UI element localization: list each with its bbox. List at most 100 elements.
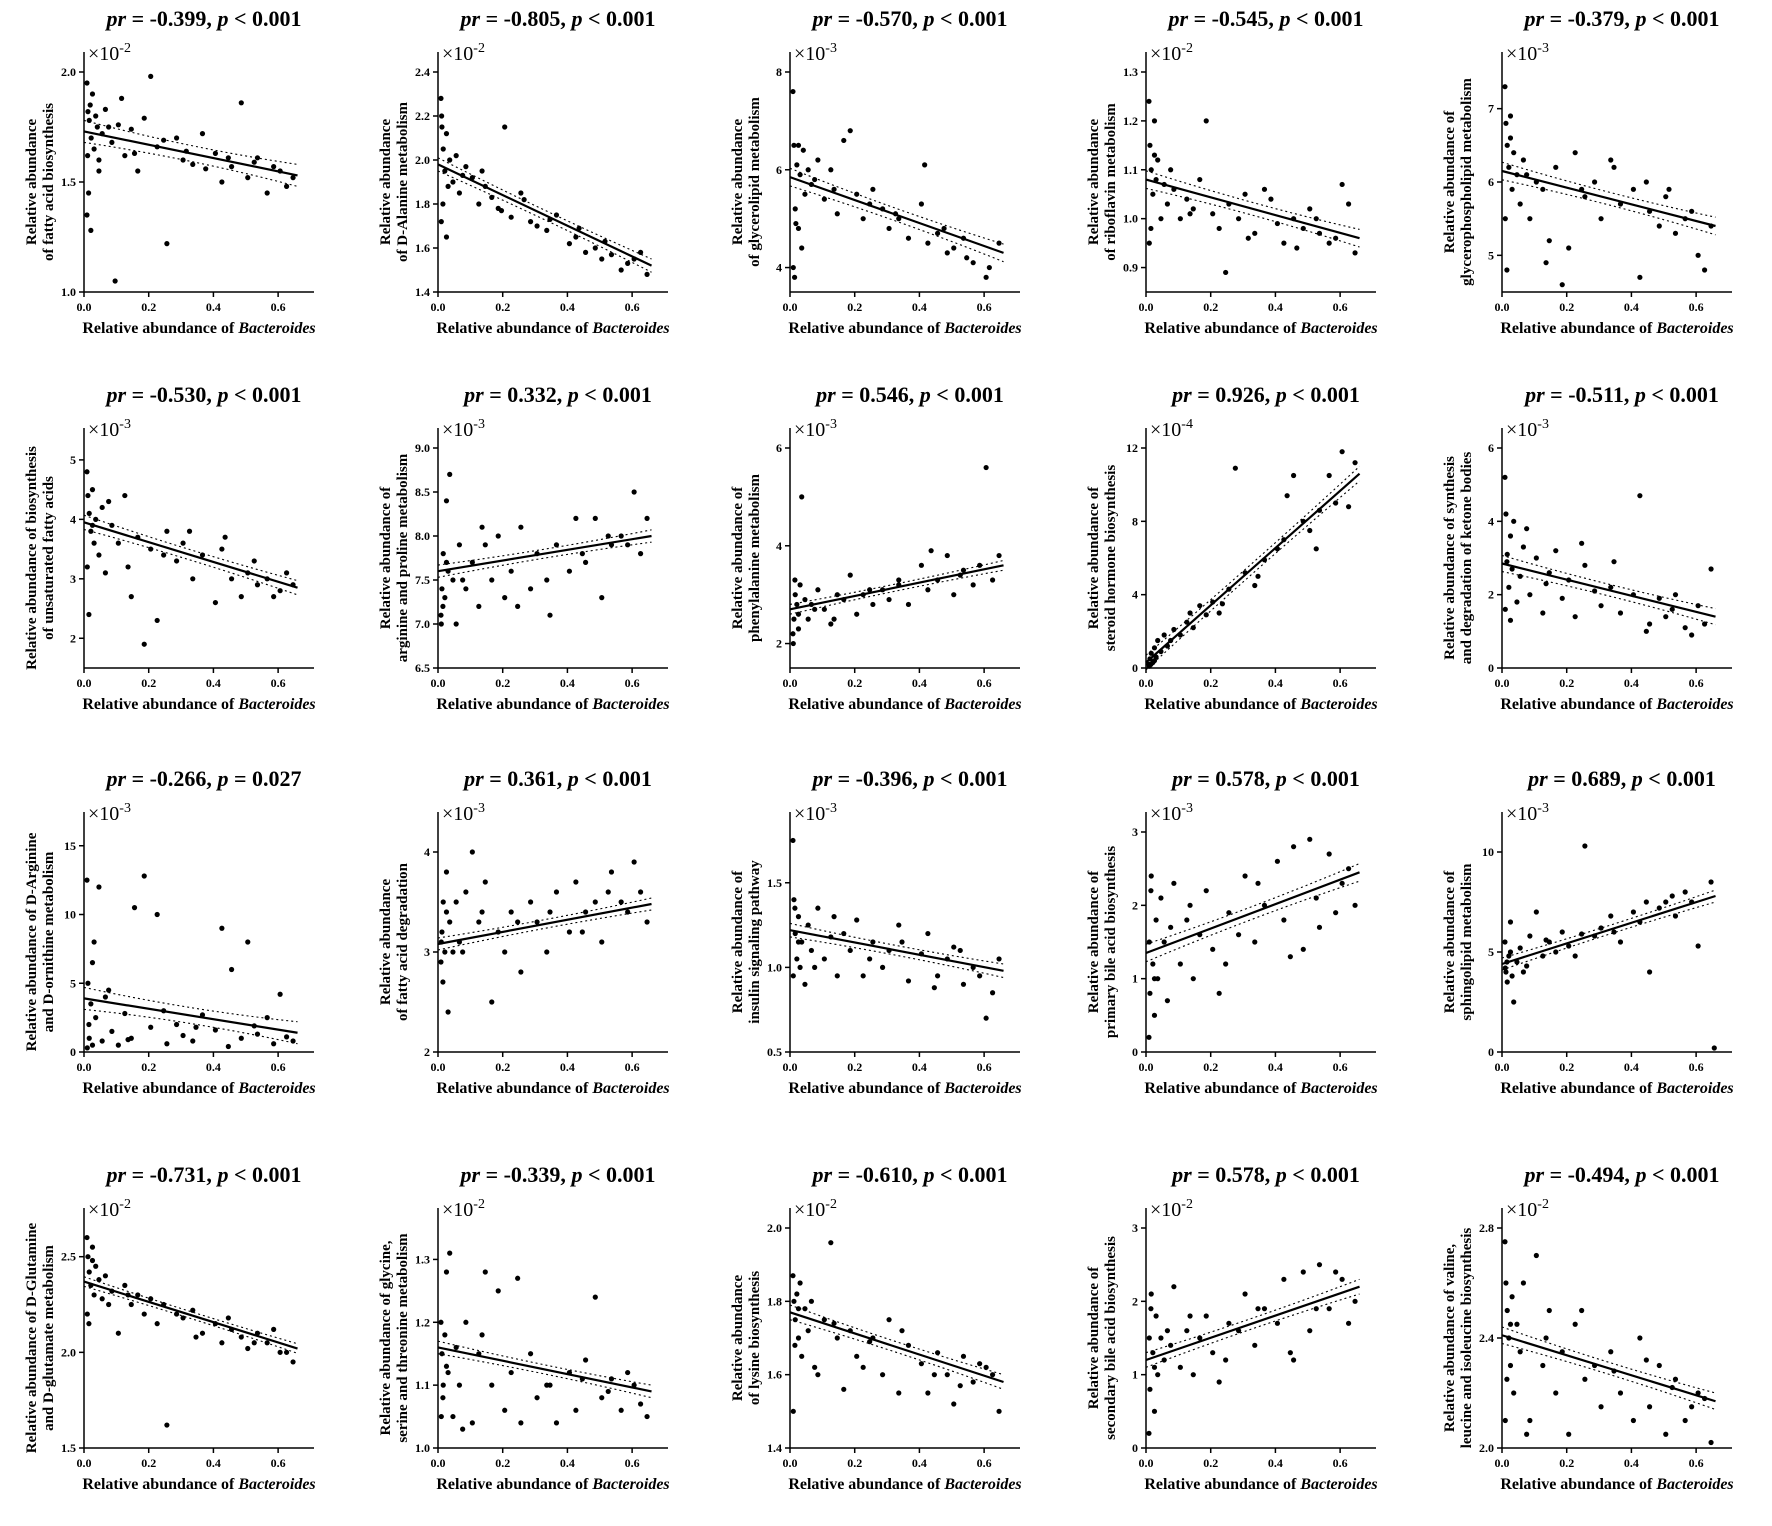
data-point bbox=[905, 601, 912, 608]
data-point bbox=[463, 586, 469, 592]
data-point bbox=[566, 568, 573, 574]
data-point bbox=[443, 1269, 450, 1275]
data-point bbox=[1223, 269, 1229, 276]
data-point bbox=[544, 949, 550, 955]
title-p-symbol: p bbox=[921, 6, 934, 31]
data-point bbox=[1643, 179, 1649, 185]
multiplier-exponent: -2 bbox=[119, 41, 131, 56]
y-tick-label: 4 bbox=[70, 512, 76, 526]
data-point bbox=[238, 100, 244, 106]
data-point bbox=[102, 994, 109, 1000]
data-point bbox=[989, 990, 996, 996]
data-point bbox=[1290, 216, 1297, 222]
data-point bbox=[1161, 939, 1167, 945]
data-point bbox=[918, 951, 925, 957]
multiplier-base: ×10 bbox=[1150, 43, 1181, 65]
x-tick-label: 0.4 bbox=[560, 676, 575, 690]
data-point bbox=[925, 930, 931, 937]
y-tick-label: 1.1 bbox=[1123, 163, 1138, 177]
data-point bbox=[271, 594, 277, 600]
data-point bbox=[854, 917, 860, 923]
multiplier-exponent: -2 bbox=[473, 41, 485, 56]
data-point bbox=[1543, 937, 1549, 943]
data-point bbox=[1591, 933, 1598, 939]
data-point bbox=[128, 1301, 134, 1308]
data-point bbox=[934, 577, 941, 583]
data-point bbox=[1514, 1321, 1520, 1327]
data-point bbox=[87, 102, 93, 108]
confidence-band-lower bbox=[437, 909, 652, 951]
data-point bbox=[254, 155, 261, 161]
data-point bbox=[469, 559, 475, 566]
data-point bbox=[1540, 1362, 1546, 1369]
multiplier-base: ×10 bbox=[794, 43, 825, 65]
y-axis-label-line: Relative abundance of bbox=[1442, 110, 1458, 254]
data-point bbox=[1611, 1368, 1617, 1374]
x-tick-label: 0.0 bbox=[783, 1060, 798, 1074]
regression-line bbox=[1501, 894, 1716, 966]
data-point bbox=[812, 964, 818, 970]
data-point bbox=[637, 889, 644, 895]
data-point bbox=[791, 1298, 797, 1304]
data-point bbox=[93, 1015, 99, 1021]
x-tick-label: 0.6 bbox=[1333, 300, 1348, 314]
data-point bbox=[879, 1372, 886, 1378]
data-point bbox=[1352, 902, 1358, 908]
data-point bbox=[1643, 899, 1649, 905]
x-tick-label: 0.2 bbox=[141, 676, 156, 690]
x-tick-label: 0.2 bbox=[847, 676, 862, 690]
data-point bbox=[115, 1042, 121, 1048]
data-point bbox=[870, 186, 876, 192]
data-point bbox=[84, 212, 90, 218]
data-point bbox=[791, 142, 797, 148]
data-point bbox=[1672, 592, 1679, 598]
y-tick-label: 1.4 bbox=[415, 285, 430, 299]
title-p-symbol: p bbox=[215, 1162, 228, 1187]
y-axis-label-line: of riboflavin metabolism bbox=[1103, 103, 1119, 261]
data-point bbox=[93, 1263, 99, 1269]
data-point bbox=[790, 640, 796, 647]
data-point bbox=[442, 1332, 448, 1338]
data-point bbox=[183, 148, 189, 154]
data-point bbox=[122, 153, 128, 159]
data-point bbox=[970, 1379, 976, 1385]
y-axis-label-line: of D-Alanine metabolism bbox=[395, 102, 411, 262]
data-point bbox=[794, 956, 800, 962]
chart-title: pr = -0.399, p < 0.001 bbox=[105, 6, 302, 31]
data-point bbox=[450, 1413, 456, 1420]
data-point bbox=[808, 181, 815, 188]
data-point bbox=[1533, 909, 1539, 915]
data-point bbox=[1147, 656, 1153, 662]
data-point bbox=[1502, 606, 1508, 612]
y-tick-label: 4 bbox=[776, 539, 782, 553]
x-tick-label: 0.0 bbox=[431, 676, 446, 690]
y-axis-label-line: Relative abundance of glycine, bbox=[378, 1240, 394, 1435]
data-point bbox=[440, 1382, 446, 1388]
data-point bbox=[1197, 603, 1203, 609]
x-axis-label-taxon: Bacteroides bbox=[591, 1476, 669, 1493]
confidence-band-upper bbox=[1145, 863, 1360, 945]
chart-title: pr = -0.396, p < 0.001 bbox=[811, 766, 1008, 791]
data-point bbox=[251, 558, 257, 564]
data-point bbox=[489, 999, 495, 1005]
data-point bbox=[1164, 643, 1171, 649]
data-point bbox=[1287, 954, 1293, 960]
confidence-band-lower bbox=[437, 1353, 652, 1399]
data-point bbox=[109, 139, 115, 145]
y-tick-label: 12 bbox=[1126, 441, 1138, 455]
data-point bbox=[1506, 1335, 1512, 1341]
x-axis-label-prefix: Relative abundance of bbox=[1144, 1080, 1300, 1097]
data-point bbox=[447, 1250, 453, 1256]
data-point bbox=[161, 137, 167, 143]
chart-panel: pr = 0.546, p < 0.001 ×10-3 2 4 6 0.0 0.2 0.4 0.… bbox=[730, 382, 1022, 713]
data-point bbox=[957, 1383, 963, 1389]
data-point bbox=[1643, 1357, 1649, 1363]
data-point bbox=[1527, 216, 1533, 222]
data-point bbox=[841, 596, 847, 603]
data-point bbox=[1333, 1269, 1339, 1275]
y-tick-label: 4 bbox=[776, 261, 782, 275]
y-axis-label: Relative abundanceof riboflavin metaboli… bbox=[1086, 103, 1119, 261]
data-point bbox=[534, 223, 540, 229]
x-axis-label-prefix: Relative abundance of bbox=[1144, 320, 1300, 337]
data-point bbox=[1155, 157, 1161, 163]
